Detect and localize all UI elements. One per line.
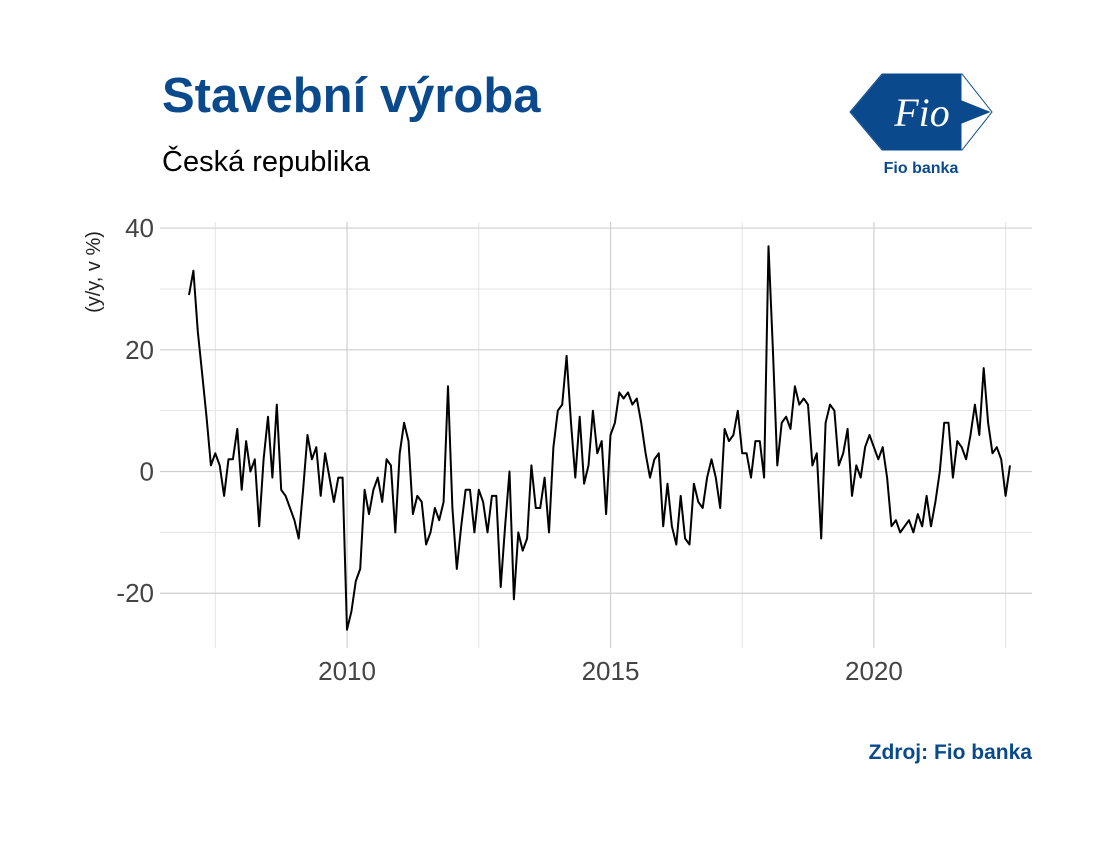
page-title: Stavební výroba [162, 69, 541, 123]
source-note: Zdroj: Fio banka [868, 741, 1032, 764]
y-tick-label: 20 [125, 335, 154, 365]
y-tick-label: 40 [125, 213, 154, 243]
logo-flag-outline [849, 73, 993, 151]
x-tick-label: 2020 [845, 656, 903, 686]
logo-caption: Fio banka [884, 160, 959, 177]
y-tick-label: 0 [140, 457, 154, 487]
grid-minor-lines [160, 222, 1032, 648]
y-tick-label: -20 [116, 578, 154, 608]
series-line [188, 245, 1011, 631]
logo-mark-text: Fio [893, 90, 950, 135]
y-axis-tick-labels: -20 0 20 40 [116, 213, 154, 608]
x-tick-label: 2015 [582, 656, 640, 686]
y-axis-label: (y/y, v %) [83, 231, 105, 313]
page-subtitle: Česká republika [162, 146, 370, 178]
x-axis-tick-labels: 2010 2015 2020 [318, 656, 903, 686]
fio-banka-logo: Fio Fio banka [849, 73, 994, 177]
x-tick-label: 2010 [318, 656, 376, 686]
